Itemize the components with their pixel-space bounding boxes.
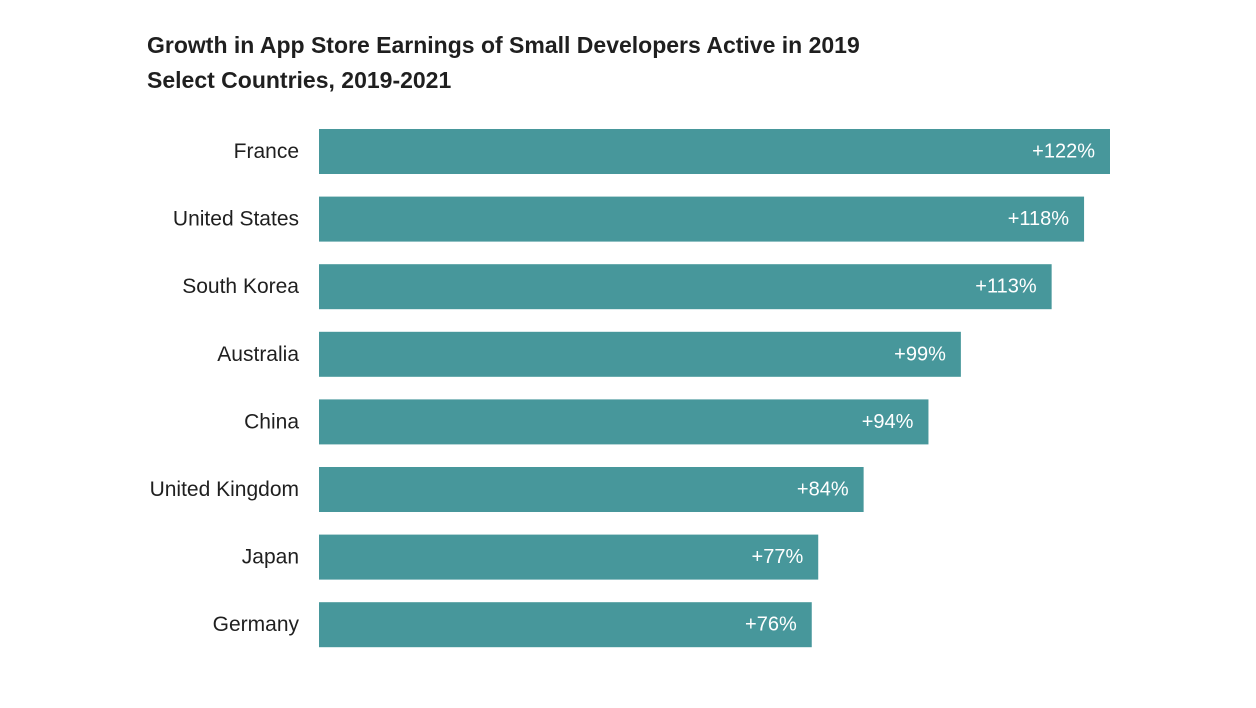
value-label-germany: +76% [745,614,797,636]
bars-layer: France +122% United States +118% South Korea… [150,129,1110,648]
category-label-south-korea: South Korea [182,275,299,298]
chart-subtitle: Select Countries, 2019-2021 [147,67,452,93]
bar-japan [319,534,819,580]
value-label-south-korea: +113% [975,276,1037,298]
category-label-united-kingdom: United Kingdom [150,478,299,501]
bar-south-korea [319,264,1052,310]
bar-china [319,399,929,445]
category-label-france: France [234,140,299,163]
value-label-united-states: +118% [1008,208,1070,230]
value-label-japan: +77% [752,546,804,568]
value-label-united-kingdom: +84% [797,479,849,501]
bar-germany [319,602,812,648]
value-label-china: +94% [862,411,914,433]
category-label-japan: Japan [242,546,299,569]
value-label-france: +122% [1032,141,1095,163]
bar-france [319,129,1110,174]
category-label-australia: Australia [217,343,299,366]
bar-united-states [319,196,1085,242]
chart-title-block: Growth in App Store Earnings of Small De… [147,28,860,98]
category-label-china: China [244,410,299,433]
bar-united-kingdom [319,467,864,512]
bar-australia [319,331,961,377]
chart-title: Growth in App Store Earnings of Small De… [147,32,860,58]
category-label-united-states: United States [173,208,299,231]
category-label-germany: Germany [213,613,300,636]
value-label-australia: +99% [894,343,946,365]
